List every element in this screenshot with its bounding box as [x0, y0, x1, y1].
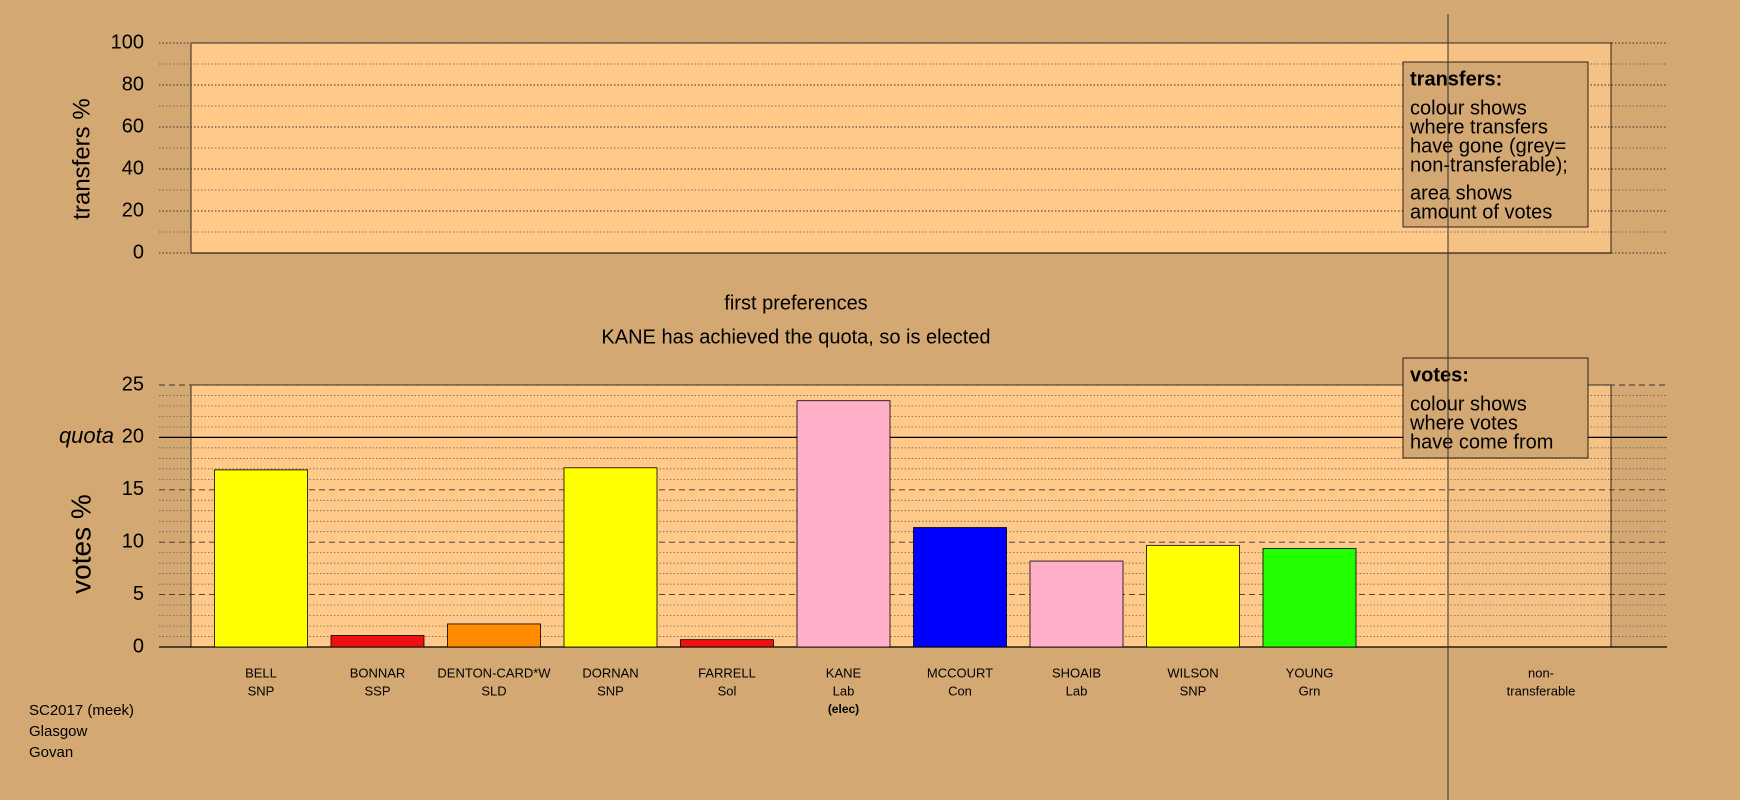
- bar: [1146, 544, 1240, 648]
- bar: [330, 635, 425, 648]
- footer-text: SC2017 (meek): [29, 702, 134, 719]
- y-tick-label: 10: [122, 530, 144, 552]
- x-tick-label: SHOAIB: [1052, 665, 1101, 680]
- y-tick-label: 40: [122, 157, 144, 179]
- x-tick-label: KANE: [826, 665, 862, 680]
- x-tick-label: FARRELL: [698, 665, 756, 680]
- quota-label: quota: [59, 423, 114, 448]
- bar: [563, 467, 658, 648]
- legend-text: area shows: [1410, 182, 1512, 204]
- legend-text: where votes: [1409, 412, 1518, 434]
- elected-note: (elec): [828, 702, 859, 716]
- party-label: SNP: [248, 683, 275, 698]
- y-tick-label: 0: [133, 241, 144, 263]
- party-label: Con: [948, 683, 972, 698]
- bar: [1029, 560, 1124, 648]
- x-tick-label: BELL: [245, 665, 277, 680]
- x-tick-label: DORNAN: [582, 665, 638, 680]
- bar: [1262, 548, 1357, 648]
- party-label: SLD: [481, 683, 506, 698]
- legend-text: colour shows: [1410, 393, 1527, 415]
- party-label: SNP: [1180, 683, 1207, 698]
- x-tick-label: BONNAR: [350, 665, 406, 680]
- footer-text: Glasgow: [29, 723, 88, 740]
- plot-area: [190, 384, 1612, 648]
- chart-title: first preferences: [724, 292, 867, 314]
- x-tick-label: WILSON: [1167, 665, 1218, 680]
- y-tick-label: 0: [133, 635, 144, 657]
- nontransferable-label: transferable: [1507, 683, 1576, 698]
- bar: [913, 527, 1007, 648]
- legend-text: non-transferable);: [1410, 154, 1568, 176]
- legend-text: where transfers: [1409, 116, 1548, 138]
- y-tick-label: 60: [122, 115, 144, 137]
- party-label: SNP: [597, 683, 624, 698]
- y-tick-label: 100: [111, 31, 144, 53]
- legend-box: [1402, 357, 1589, 459]
- nontransferable-label: non-: [1528, 665, 1554, 680]
- party-label: Sol: [718, 683, 737, 698]
- chart-subtitle: KANE has achieved the quota, so is elect…: [601, 326, 990, 348]
- party-label: Lab: [833, 683, 855, 698]
- y-tick-label: 15: [122, 478, 144, 500]
- bar: [214, 469, 308, 648]
- y-axis-label: votes %: [65, 494, 96, 594]
- legend-text: amount of votes: [1410, 201, 1552, 223]
- bar: [447, 623, 541, 648]
- legend-title: votes:: [1410, 364, 1469, 386]
- y-axis-label: transfers %: [68, 98, 95, 219]
- y-tick-label: 20: [122, 199, 144, 221]
- party-label: Grn: [1299, 683, 1321, 698]
- legend-text: have come from: [1410, 431, 1553, 453]
- legend-box: [1402, 61, 1589, 228]
- bar: [796, 400, 891, 648]
- x-tick-label: DENTON-CARD*W: [437, 665, 551, 680]
- y-tick-label: 80: [122, 73, 144, 95]
- bar: [680, 639, 774, 648]
- legend-title: transfers:: [1410, 68, 1502, 90]
- party-label: Lab: [1066, 683, 1088, 698]
- y-tick-label: 25: [122, 373, 144, 395]
- party-label: SSP: [364, 683, 390, 698]
- y-tick-label: 20: [122, 426, 144, 448]
- x-tick-label: MCCOURT: [927, 665, 993, 680]
- footer-text: Govan: [29, 744, 73, 761]
- legend-text: colour shows: [1410, 97, 1527, 119]
- y-tick-label: 5: [133, 583, 144, 605]
- legend-text: have gone (grey=: [1410, 135, 1566, 157]
- x-tick-label: YOUNG: [1286, 665, 1334, 680]
